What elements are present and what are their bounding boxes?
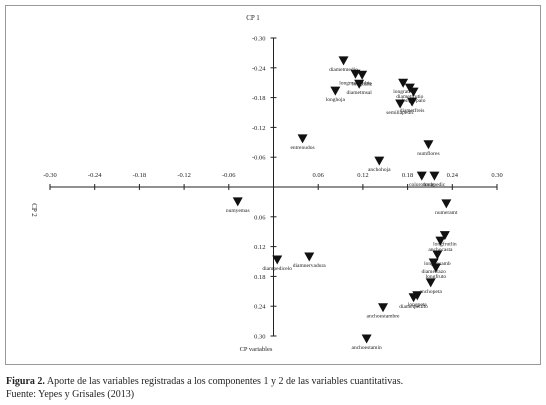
point <box>429 171 440 181</box>
point <box>423 140 434 150</box>
x-tick-label: 0.12 <box>357 172 368 179</box>
point-label: longratio <box>393 89 413 95</box>
point-label: entrenudos <box>290 145 314 151</box>
y-tick-label: -0.12 <box>252 125 266 132</box>
point <box>439 231 450 241</box>
y-tick-label: 0.06 <box>254 214 266 221</box>
x-tick-label: -0.12 <box>177 172 191 179</box>
point-label: longmacambia <box>339 80 372 86</box>
point <box>432 250 443 260</box>
point-label: anchocasta <box>428 247 453 253</box>
point <box>398 78 409 88</box>
point <box>357 70 368 80</box>
source: Fuente: Yepes y Grisales (2013) <box>6 389 135 400</box>
point <box>428 258 439 268</box>
point <box>304 252 315 262</box>
axis-note: CP variables <box>240 346 273 353</box>
point <box>408 293 419 303</box>
point-label: numeramt <box>435 210 458 216</box>
y-tick-label: 0.18 <box>254 274 265 281</box>
point-label: diametfreis <box>400 107 425 114</box>
frame <box>5 5 541 365</box>
point-label: longcaliz <box>352 81 373 87</box>
point <box>441 199 452 209</box>
x-tick-label: -0.18 <box>133 172 147 179</box>
y-tick-label: 0.30 <box>254 334 265 341</box>
x-axis-label: CP 2 <box>30 203 38 217</box>
chart: CP 1 CP 2 CP variables -0.30 -0.24 -0.18 -0… <box>5 5 541 365</box>
y-tick-label: -0.18 <box>252 95 266 102</box>
point <box>338 56 349 66</box>
y-tick-label: 0.12 <box>254 244 265 251</box>
point <box>297 134 308 144</box>
point <box>272 255 283 265</box>
point <box>330 86 341 96</box>
point-label: diametpistilo <box>399 304 428 310</box>
y-tick-label: 0.24 <box>254 304 266 311</box>
caption-text: Aporte de las variables registradas a lo… <box>46 376 404 387</box>
point-label: anchoestambre <box>367 314 401 320</box>
point-label: numyemas <box>226 208 250 214</box>
x-tick-label: 0.24 <box>447 172 459 179</box>
x-tick-label: 0.06 <box>313 172 325 179</box>
point-label: longfruto <box>426 273 447 280</box>
point-label: longhoja <box>326 97 346 103</box>
point-label: diametmedio <box>329 67 358 73</box>
point <box>408 87 419 97</box>
point-label: longfrutlin <box>433 241 457 248</box>
y-tick-label: -0.06 <box>252 155 266 162</box>
point <box>374 156 385 166</box>
point-label: diametfrutio <box>396 93 423 100</box>
point-label: diametrazo <box>421 269 446 275</box>
x-tick-label: -0.06 <box>222 172 236 179</box>
point <box>395 99 406 109</box>
caption: Figura 2. Aporte de las variables regist… <box>6 375 403 388</box>
point-label: diametmsal <box>346 90 372 96</box>
point-label: diampedicelo <box>262 266 292 272</box>
y-tick-label: -0.30 <box>252 36 266 43</box>
y-tick-label: -0.24 <box>252 65 266 72</box>
point-label: diamnervadura <box>293 263 327 269</box>
point <box>435 236 446 246</box>
x-tick-label: -0.30 <box>43 172 57 179</box>
point-label: anchopeta <box>420 289 443 295</box>
x-tick-label: 0.30 <box>491 172 502 179</box>
point <box>416 171 427 181</box>
x-tick-label: -0.24 <box>88 172 102 179</box>
point <box>378 303 389 313</box>
y-axis-label: CP 1 <box>246 14 260 22</box>
point-label: colorotrode <box>409 182 435 188</box>
point <box>361 334 372 344</box>
caption-bold: Figura 2. <box>6 376 45 387</box>
point <box>430 263 441 273</box>
point <box>354 79 365 89</box>
x-tick-label: 0.18 <box>402 172 413 179</box>
point-label: longpedic <box>424 182 446 188</box>
point-label: semillapedic <box>386 110 414 116</box>
point-label: numflores <box>417 150 439 157</box>
point <box>425 278 436 288</box>
point-label: anchohoja <box>368 167 391 173</box>
caption-block: Figura 2. Aporte de las variables regist… <box>6 375 403 401</box>
point-label: anchoestamin <box>352 345 382 351</box>
point <box>407 97 418 107</box>
point-label: longpeta <box>408 302 427 308</box>
point <box>232 197 243 207</box>
